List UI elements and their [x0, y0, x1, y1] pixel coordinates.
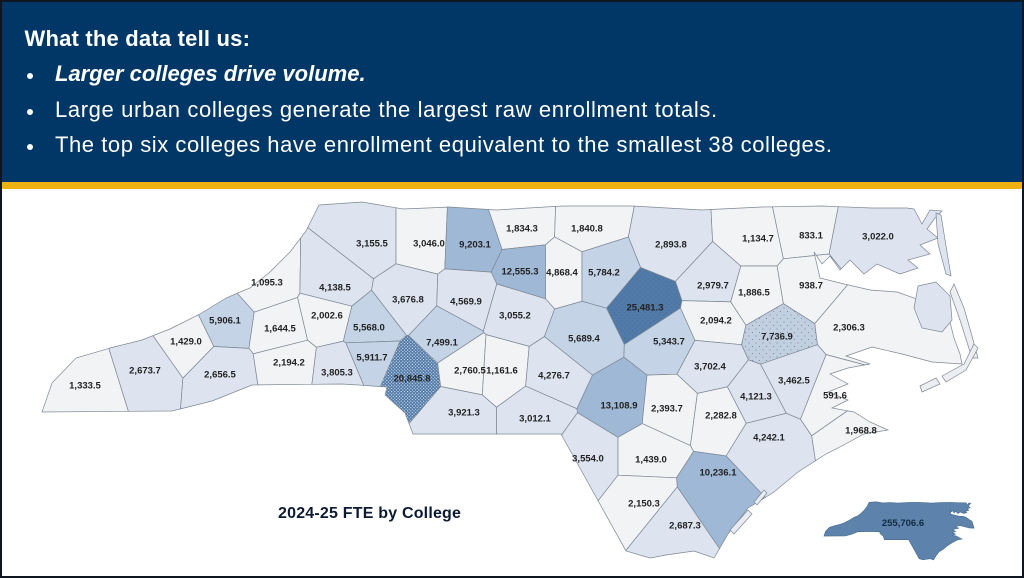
svg-text:3,155.5: 3,155.5 — [356, 238, 388, 249]
svg-text:1,968.8: 1,968.8 — [845, 425, 877, 436]
svg-text:7,499.1: 7,499.1 — [426, 337, 458, 348]
svg-text:5,906.1: 5,906.1 — [209, 315, 241, 326]
svg-text:4,242.1: 4,242.1 — [753, 432, 785, 443]
svg-text:1,644.5: 1,644.5 — [264, 323, 296, 334]
svg-text:25,481.3: 25,481.3 — [627, 302, 664, 313]
svg-text:1,095.3: 1,095.3 — [251, 277, 283, 288]
svg-text:3,702.4: 3,702.4 — [694, 361, 726, 372]
svg-text:5,689.4: 5,689.4 — [568, 333, 600, 344]
svg-text:4,276.7: 4,276.7 — [538, 370, 570, 381]
svg-text:12,555.3: 12,555.3 — [502, 266, 539, 277]
svg-text:591.6: 591.6 — [823, 390, 847, 401]
svg-text:2,673.7: 2,673.7 — [129, 365, 161, 376]
svg-text:5,911.7: 5,911.7 — [356, 352, 387, 363]
svg-text:9,203.1: 9,203.1 — [459, 239, 491, 250]
svg-text:2,393.7: 2,393.7 — [651, 403, 683, 414]
svg-text:3,022.0: 3,022.0 — [862, 231, 894, 242]
svg-text:3,554.0: 3,554.0 — [572, 453, 604, 464]
svg-text:20,845.8: 20,845.8 — [394, 373, 431, 384]
svg-text:2,687.3: 2,687.3 — [669, 520, 701, 531]
svg-text:5,568.0: 5,568.0 — [353, 322, 385, 333]
svg-text:4,569.9: 4,569.9 — [450, 296, 482, 307]
svg-text:3,046.0: 3,046.0 — [413, 238, 445, 249]
svg-text:2,094.2: 2,094.2 — [700, 315, 732, 326]
svg-text:3,012.1: 3,012.1 — [519, 413, 551, 424]
svg-text:2,282.8: 2,282.8 — [705, 410, 737, 421]
svg-text:1,134.7: 1,134.7 — [742, 233, 774, 244]
svg-text:2,760.5: 2,760.5 — [454, 365, 486, 376]
svg-text:1,834.3: 1,834.3 — [506, 223, 538, 234]
svg-text:3,676.8: 3,676.8 — [392, 294, 424, 305]
svg-text:7,736.9: 7,736.9 — [761, 331, 793, 342]
svg-text:1,161.6: 1,161.6 — [486, 365, 518, 376]
svg-text:2,150.3: 2,150.3 — [628, 498, 660, 509]
svg-text:938.7: 938.7 — [799, 280, 823, 291]
svg-text:1,439.0: 1,439.0 — [635, 454, 667, 465]
svg-text:255,706.6: 255,706.6 — [882, 518, 924, 529]
svg-text:3,055.2: 3,055.2 — [499, 310, 531, 321]
svg-text:3,805.3: 3,805.3 — [321, 367, 353, 378]
svg-text:1,840.8: 1,840.8 — [571, 223, 603, 234]
svg-text:1,429.0: 1,429.0 — [170, 336, 202, 347]
svg-text:2,002.6: 2,002.6 — [311, 310, 343, 321]
svg-text:2,979.7: 2,979.7 — [697, 280, 729, 291]
svg-text:3,921.3: 3,921.3 — [448, 407, 480, 418]
svg-text:833.1: 833.1 — [799, 230, 823, 241]
svg-text:1,886.5: 1,886.5 — [738, 287, 770, 298]
svg-text:2,194.2: 2,194.2 — [273, 357, 305, 368]
svg-text:2,893.8: 2,893.8 — [655, 239, 687, 250]
svg-text:2,306.3: 2,306.3 — [833, 322, 865, 333]
svg-text:4,868.4: 4,868.4 — [546, 267, 578, 278]
svg-text:10,236.1: 10,236.1 — [700, 467, 738, 478]
svg-text:13,108.9: 13,108.9 — [601, 400, 638, 411]
svg-text:4,121.3: 4,121.3 — [740, 391, 772, 402]
svg-text:5,343.7: 5,343.7 — [653, 336, 685, 347]
svg-text:3,462.5: 3,462.5 — [778, 375, 810, 386]
svg-text:1,333.5: 1,333.5 — [69, 380, 101, 391]
svg-text:4,138.5: 4,138.5 — [319, 282, 351, 293]
svg-text:2,656.5: 2,656.5 — [204, 369, 236, 380]
svg-text:5,784.2: 5,784.2 — [588, 267, 620, 278]
